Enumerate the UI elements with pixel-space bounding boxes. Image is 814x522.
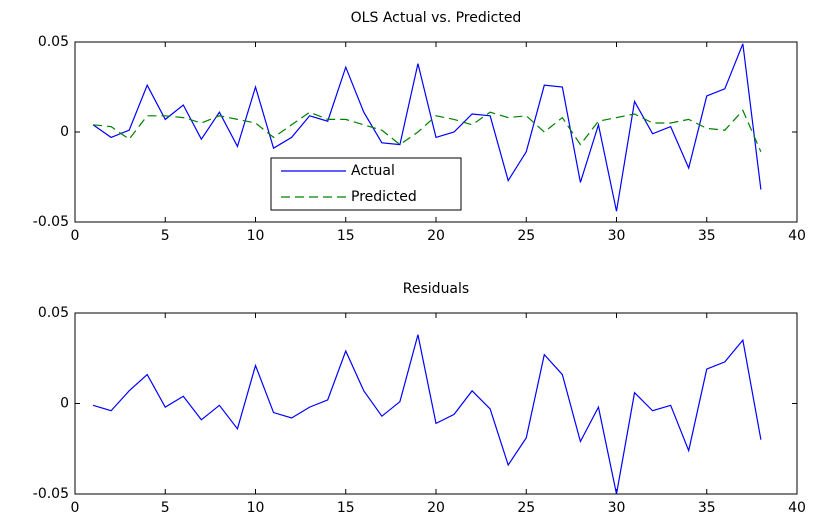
legend-label: Actual xyxy=(351,163,395,179)
axes-box xyxy=(74,312,798,495)
x-tick-label: 25 xyxy=(517,500,535,516)
legend: Actual Predicted xyxy=(270,157,462,211)
x-tick-label: 35 xyxy=(698,228,716,244)
legend-label: Predicted xyxy=(351,189,417,205)
chart-title: OLS Actual vs. Predicted xyxy=(351,10,522,26)
x-tick-label: 15 xyxy=(337,228,355,244)
x-tick-label: 40 xyxy=(788,500,806,516)
y-tick-label: -0.05 xyxy=(33,486,69,502)
data-line xyxy=(92,43,762,212)
x-tick-label: 30 xyxy=(608,500,626,516)
x-tick-label: 20 xyxy=(427,228,445,244)
data-line xyxy=(92,334,762,495)
x-tick-label: 0 xyxy=(71,500,80,516)
y-tick-label: 0 xyxy=(60,396,69,412)
x-tick-label: 10 xyxy=(247,228,265,244)
plot-area xyxy=(75,313,797,494)
x-tick-label: 20 xyxy=(427,500,445,516)
x-tick-label: 15 xyxy=(337,500,355,516)
chart-title: Residuals xyxy=(403,281,469,297)
x-tick-label: 10 xyxy=(247,500,265,516)
axes-box xyxy=(74,41,798,223)
y-tick-label: -0.05 xyxy=(33,214,69,230)
y-tick-label: 0.05 xyxy=(38,305,69,321)
x-tick-label: 5 xyxy=(161,228,170,244)
legend-box xyxy=(270,157,462,211)
x-tick-label: 25 xyxy=(517,228,535,244)
x-tick-label: 0 xyxy=(71,228,80,244)
x-tick-label: 35 xyxy=(698,500,716,516)
x-tick-label: 5 xyxy=(161,500,170,516)
x-tick-label: 30 xyxy=(608,228,626,244)
data-line xyxy=(92,109,762,153)
y-tick-label: 0.05 xyxy=(38,34,69,50)
y-tick-label: 0 xyxy=(60,124,69,140)
x-tick-label: 40 xyxy=(788,228,806,244)
